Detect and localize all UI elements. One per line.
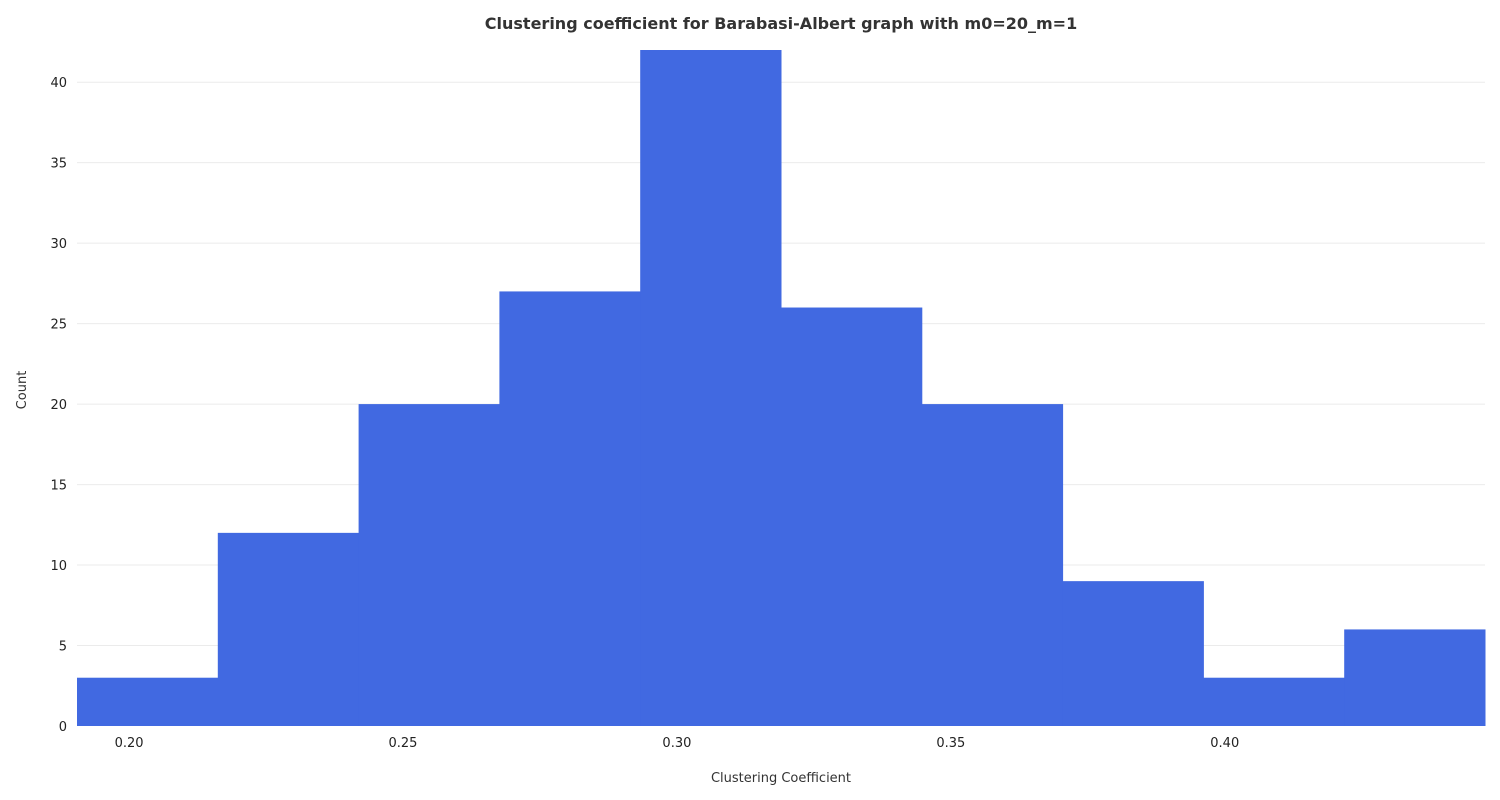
y-tick-label: 35 [50,157,67,172]
y-tick-label: 15 [50,479,67,494]
y-tick-label: 25 [50,318,67,333]
y-tick-label: 30 [50,237,67,252]
histogram-bar [640,50,782,726]
histogram-bar [781,307,923,726]
y-tick-label: 20 [50,398,67,413]
x-axis-label: Clustering Coefficient [711,771,851,786]
histogram-bar [1344,629,1486,726]
histogram-bar [77,677,219,726]
y-axis-ticks: 0 5 10 15 20 25 30 35 40 [50,76,67,735]
x-tick-label: 0.35 [936,736,965,751]
y-axis-label: Count [15,371,30,410]
histogram-bar [217,532,360,726]
histogram-bar [1203,677,1345,726]
histogram-bar [499,291,641,726]
histogram-bars [77,50,1486,726]
histogram-bar [358,404,500,726]
chart-title: Clustering coefficient for Barabasi-Albe… [485,14,1077,33]
x-tick-label: 0.40 [1210,736,1239,751]
y-tick-label: 0 [59,720,67,735]
y-tick-label: 5 [59,640,67,655]
y-tick-label: 40 [50,76,67,91]
x-tick-label: 0.25 [389,736,418,751]
histogram-bar [921,404,1064,726]
x-tick-label: 0.30 [662,736,691,751]
y-tick-label: 10 [50,559,67,574]
histogram-bar [1062,581,1204,726]
x-tick-label: 0.20 [115,736,144,751]
x-axis-ticks: 0.20 0.25 0.30 0.35 0.40 [115,736,1240,751]
